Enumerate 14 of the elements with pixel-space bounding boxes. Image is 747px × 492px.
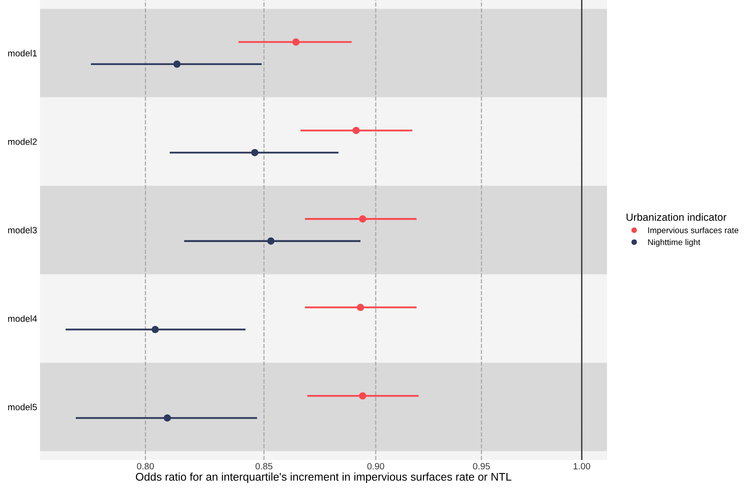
x-tick-label: 0.95 bbox=[473, 463, 490, 470]
y-tick-label: model3 bbox=[8, 226, 37, 234]
y-tick-label: model4 bbox=[8, 315, 37, 322]
x-tick-label: 0.90 bbox=[367, 463, 384, 470]
y-tick-label: model2 bbox=[8, 138, 37, 145]
x-axis-title: Odds ratio for an interquartile's increment in impervious surfaces rate or NTL bbox=[136, 472, 512, 483]
legend-title: Urbanization indicator bbox=[626, 213, 726, 221]
x-tick-label: 0.85 bbox=[256, 463, 272, 470]
y-tick-label: model1 bbox=[8, 50, 37, 56]
y-tick-label: model5 bbox=[8, 404, 37, 410]
x-tick-label: 0.80 bbox=[137, 463, 154, 470]
x-tick-label: 1.00 bbox=[574, 463, 590, 470]
legend-label: Nighttime light bbox=[648, 239, 700, 247]
legend-label: Impervious surfaces rate bbox=[648, 227, 738, 235]
